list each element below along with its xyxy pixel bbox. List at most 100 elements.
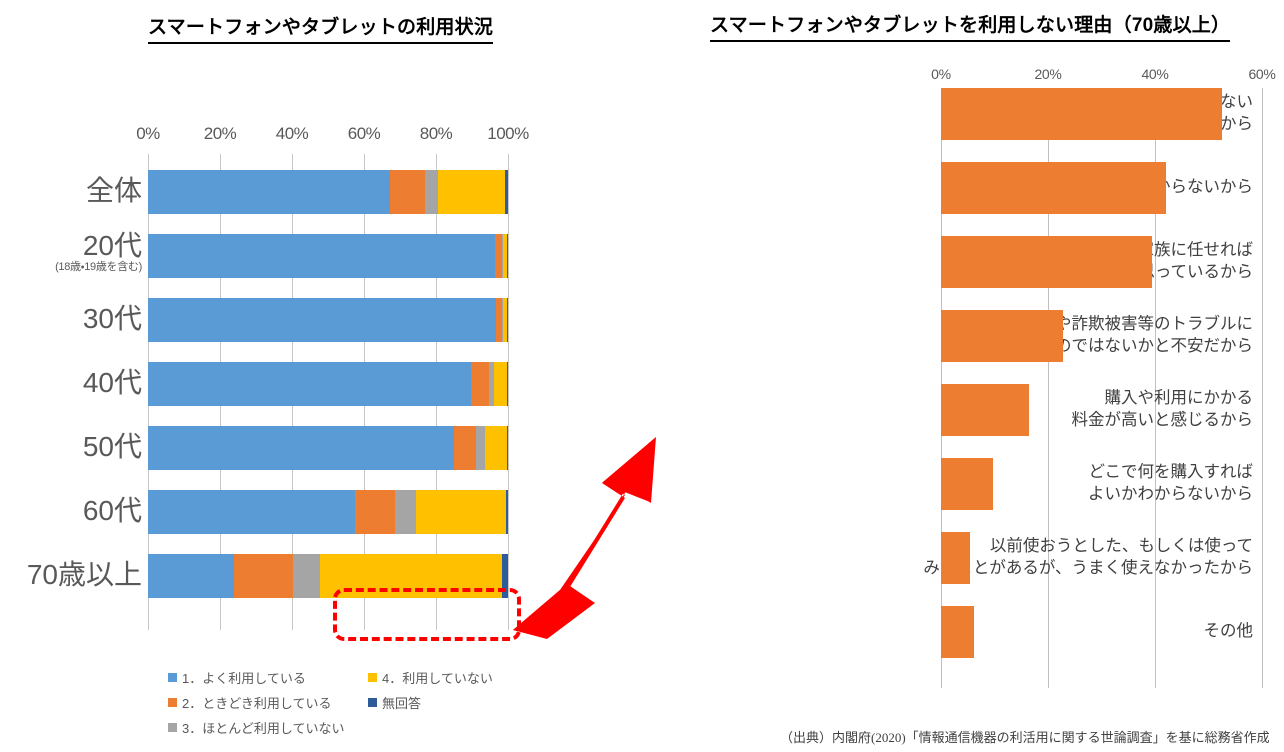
red-arrow-icon: [513, 437, 656, 639]
left-bar-segment: [502, 234, 507, 278]
source-note: （出典）内閣府(2020)「情報通信機器の利活用に関する世論調査」を基に総務省作…: [780, 730, 1270, 745]
left-bar-segment: [485, 426, 507, 470]
right-category-label-line: 料金が高いと感じるから: [1071, 410, 1254, 429]
left-bar-segment: [148, 554, 234, 598]
legend-swatch: [368, 673, 377, 682]
left-x-tick: 60%: [347, 124, 381, 143]
left-category-label: 70歳以上: [0, 561, 142, 589]
legend-item: 4．利用していない: [368, 668, 493, 687]
legend-swatch: [168, 673, 177, 682]
left-x-tick: 100%: [487, 124, 529, 143]
left-bar-row: 全体: [86, 170, 508, 214]
left-x-tick: 20%: [203, 124, 237, 143]
left-bar-segment: [394, 490, 417, 534]
left-category-label: 20代 (18歳・19歳を含む): [0, 232, 142, 273]
left-bar-segment: [501, 298, 503, 342]
left-x-tick: 40%: [275, 124, 309, 143]
legend-swatch: [168, 723, 177, 732]
left-category-label-main: 60代: [82, 495, 142, 526]
right-bar: [941, 88, 1222, 140]
left-bar-segment: [506, 298, 508, 342]
legend-column: 1．よく利用している 2．ときどき利用している 3．ほとんど利用していない: [168, 668, 344, 743]
right-category-label: 購入や利用にかかる料金が高いと感じるから: [923, 388, 1254, 432]
left-bar-segment: [470, 362, 490, 406]
right-bar: [941, 532, 970, 584]
left-gridline: [508, 154, 509, 630]
right-category-label-line: 以前使おうとした、もしくは使って: [989, 537, 1253, 555]
right-x-tick: 0%: [931, 66, 951, 82]
right-category-label: その他: [923, 621, 1254, 643]
left-category-label: 全体: [0, 177, 142, 205]
right-category-label-line: 遭うのではないかと不安だから: [1022, 336, 1253, 355]
left-bar-segment: [148, 298, 497, 342]
left-bar-row: 30代: [83, 298, 508, 342]
right-category-label-line: みたことがあるが、うまく使えなかったから: [923, 558, 1253, 577]
left-bar-segment: [424, 170, 438, 214]
left-bar-segment: [148, 170, 390, 214]
right-category-label-line: 購入や利用にかかる: [1104, 389, 1254, 407]
left-bar-segment: [453, 426, 476, 470]
legend-label: 3．ほとんど利用していない: [182, 721, 345, 736]
right-bar: [941, 458, 993, 510]
right-x-tick: 40%: [1141, 66, 1169, 82]
left-category-label-main: 30代: [82, 303, 142, 334]
left-category-label-main: 20代: [82, 230, 142, 261]
left-stacked-bar-plot: 0% 20% 40% 60% 80% 100% 全体 20代 (18歳・19歳を含む) 30代 4…: [27, 124, 529, 630]
right-bar-row: どこで何を購入すれば よいかわからないから: [941, 458, 1262, 510]
right-bar-row: 自分の生活には必要ないと思っているから: [941, 88, 1262, 140]
left-category-label-main: 40代: [82, 367, 142, 398]
left-bar-segment: [416, 490, 507, 534]
legend-swatch: [368, 698, 377, 707]
legend-label: 4．利用していない: [382, 671, 493, 686]
left-bar-segment: [501, 234, 503, 278]
left-bar-segment: [501, 554, 508, 598]
right-bar-row: 必要があれば家族に任せればよいと思っているから: [941, 236, 1262, 288]
legend-item: 1．よく利用している: [168, 668, 344, 687]
legend-label: 無回答: [382, 696, 422, 711]
left-bar-segment: [148, 362, 471, 406]
right-category-label-line: どこで何を購入すれば: [1088, 463, 1253, 481]
legend-column: 4．利用していない 無回答: [368, 668, 493, 718]
left-category-label-main: 全体: [85, 175, 142, 206]
legend-label: 2．ときどき利用している: [182, 696, 332, 711]
right-bar-row: 購入や利用にかかる料金が高いと感じるから: [941, 384, 1262, 436]
left-bar-segment: [495, 234, 502, 278]
left-bar-row: 60代: [83, 490, 508, 534]
left-bar-segment: [489, 362, 494, 406]
left-bar-segment: [506, 426, 508, 470]
right-category-label: どこで何を購入すれば よいかわからないから: [923, 462, 1253, 506]
left-bar-segment: [292, 554, 321, 598]
left-bar-segment: [233, 554, 293, 598]
right-category-label: 以前使おうとした、もしくは使ってみたことがあるが、うまく使えなかったから: [923, 536, 1253, 580]
legend-item: 3．ほとんど利用していない: [168, 718, 344, 737]
left-bar-row: 50代: [83, 426, 508, 470]
right-bar: [941, 162, 1166, 214]
right-bar-plot: 0% 20% 40% 60% 自分の生活には必要ないと思っているからどのように使えばよ…: [923, 66, 1276, 688]
left-bar-segment: [389, 170, 425, 214]
left-x-tick: 80%: [419, 124, 453, 143]
right-bar-row: 情報漏洩や詐欺被害等のトラブルに 遭うのではないかと不安だから: [941, 310, 1262, 362]
left-bar-segment: [320, 554, 502, 598]
right-bar: [941, 384, 1030, 436]
left-bar-segment: [148, 234, 496, 278]
left-bar-segment: [506, 490, 508, 534]
left-bar-segment: [493, 362, 507, 406]
left-bar-segment: [505, 170, 508, 214]
left-bar-segment: [502, 298, 507, 342]
left-bar-row: 40代: [83, 362, 508, 406]
left-x-tick: 0%: [136, 124, 160, 143]
right-bar-row: どのように使えばよいかわからないから: [941, 162, 1262, 214]
left-category-sublabel: (18歳・19歳を含む): [55, 261, 142, 273]
left-bar-segment: [475, 426, 486, 470]
legend-item: 2．ときどき利用している: [168, 693, 344, 712]
right-chart-title: スマートフォンやタブレットを利用しない理由（70歳以上）: [710, 10, 1231, 42]
left-bar-segment: [355, 490, 395, 534]
left-category-label-main: 50代: [82, 431, 142, 462]
left-category-label: 30代: [0, 305, 142, 333]
left-bar-segment: [148, 426, 454, 470]
left-bar-segment: [437, 170, 506, 214]
right-bar: [941, 606, 975, 658]
right-bar-row: その他: [941, 606, 1262, 658]
right-category-label-line: その他: [1203, 622, 1254, 640]
right-x-tick: 60%: [1248, 66, 1276, 82]
